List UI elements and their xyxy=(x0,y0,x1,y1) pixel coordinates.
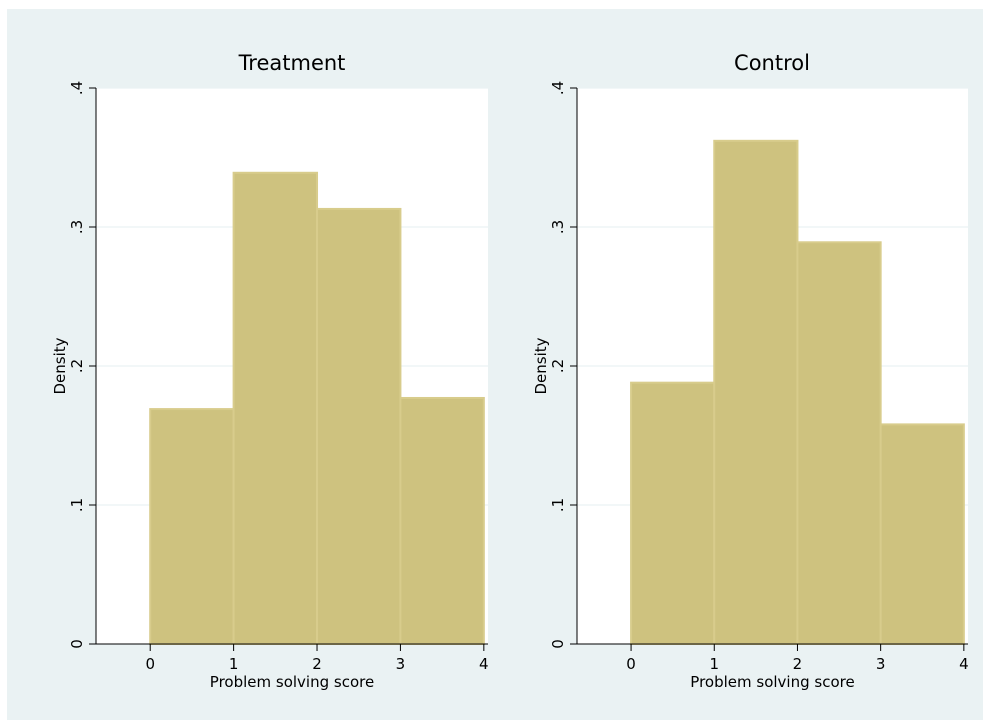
panel-title: Control xyxy=(734,51,810,75)
histogram-bar xyxy=(399,396,485,645)
x-tick-label: 4 xyxy=(959,655,969,673)
histogram-bar xyxy=(879,423,965,645)
y-tick-label: .1 xyxy=(68,498,86,512)
y-tick-label: 0 xyxy=(549,639,567,649)
y-tick-label: .3 xyxy=(549,220,567,234)
treatment-panel: 0 .1 .2 .3 .4 0 1 2 3 4 Problem solving score Densi… xyxy=(51,51,489,691)
x-tick-label: 0 xyxy=(626,655,636,673)
x-tick-label: 1 xyxy=(709,655,719,673)
y-tick-label: .3 xyxy=(68,220,86,234)
x-tick-label: 2 xyxy=(312,655,322,673)
x-tick-label: 3 xyxy=(876,655,886,673)
y-tick-label: 0 xyxy=(68,639,86,649)
y-tick-label: .1 xyxy=(549,498,567,512)
x-tick-label: 1 xyxy=(229,655,239,673)
y-tick-label: .2 xyxy=(68,359,86,373)
x-tick-label: 2 xyxy=(793,655,803,673)
x-axis-title: Problem solving score xyxy=(210,673,374,691)
y-tick-label: .4 xyxy=(549,81,567,95)
histogram-bar xyxy=(316,207,402,645)
x-axis-title: Problem solving score xyxy=(690,673,854,691)
y-tick-label: .4 xyxy=(68,81,86,95)
panel-title: Treatment xyxy=(238,51,346,75)
histogram-bar xyxy=(713,139,799,645)
y-tick-label: .2 xyxy=(549,359,567,373)
y-axis-title: Density xyxy=(532,337,550,394)
histogram-bar xyxy=(630,381,716,645)
x-tick-label: 3 xyxy=(396,655,406,673)
x-tick-label: 0 xyxy=(145,655,155,673)
y-axis-title: Density xyxy=(51,337,69,394)
histogram-bar xyxy=(796,241,882,645)
histogram-bar xyxy=(232,171,319,645)
histogram-bar xyxy=(149,408,235,645)
control-panel: 0 .1 .2 .3 .4 0 1 2 3 4 Problem solving score Densi… xyxy=(532,51,969,691)
x-tick-label: 4 xyxy=(479,655,489,673)
